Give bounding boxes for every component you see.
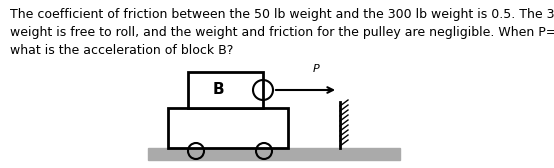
Text: B: B bbox=[212, 82, 224, 97]
Text: The coefficient of friction between the 50 lb weight and the 300 lb weight is 0.: The coefficient of friction between the … bbox=[10, 8, 554, 21]
Text: weight is free to roll, and the weight and friction for the pulley are negligibl: weight is free to roll, and the weight a… bbox=[10, 26, 554, 39]
Bar bbox=[148, 148, 400, 160]
Text: P: P bbox=[312, 64, 319, 74]
Text: what is the acceleration of block B?: what is the acceleration of block B? bbox=[10, 44, 233, 57]
Bar bbox=[168, 108, 288, 148]
Bar bbox=[188, 72, 263, 108]
